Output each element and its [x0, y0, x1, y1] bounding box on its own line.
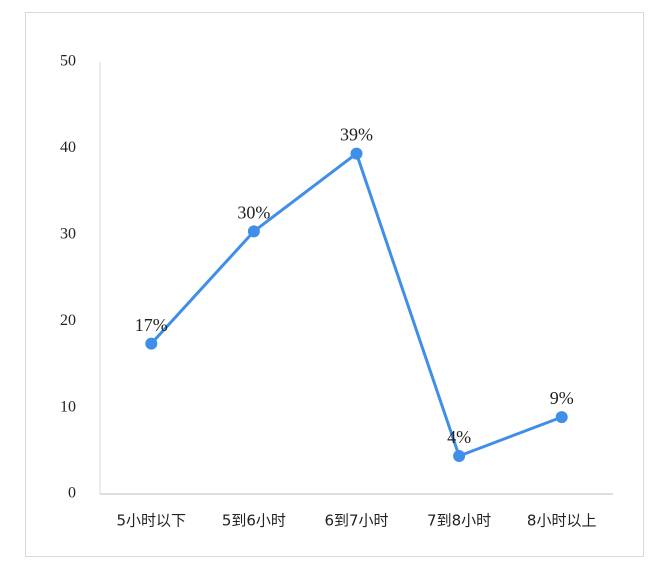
x-tick-label: 7到8小时 — [427, 512, 491, 530]
chart-frame — [25, 12, 644, 557]
y-tick-label: 20 — [60, 312, 76, 329]
point — [350, 147, 363, 160]
y-tick-label: 10 — [60, 398, 76, 415]
y-tick-label: 30 — [60, 225, 76, 242]
point — [453, 449, 466, 462]
data-label: 39% — [340, 125, 373, 145]
y-tick-label: 40 — [60, 139, 76, 156]
x-tick-label: 5到6小时 — [222, 512, 286, 530]
data-label: 17% — [135, 315, 168, 335]
x-tick-label: 6到7小时 — [324, 512, 388, 530]
data-label: 4% — [447, 427, 471, 447]
data-label: 9% — [550, 388, 574, 408]
point — [247, 225, 260, 238]
point — [555, 411, 568, 424]
x-tick-label: 5小时以下 — [117, 512, 187, 530]
point — [145, 337, 158, 350]
data-label: 30% — [237, 202, 270, 222]
y-tick-label: 50 — [60, 53, 76, 70]
y-tick-label: 0 — [68, 485, 76, 502]
x-tick-label: 8小时以上 — [527, 512, 597, 530]
